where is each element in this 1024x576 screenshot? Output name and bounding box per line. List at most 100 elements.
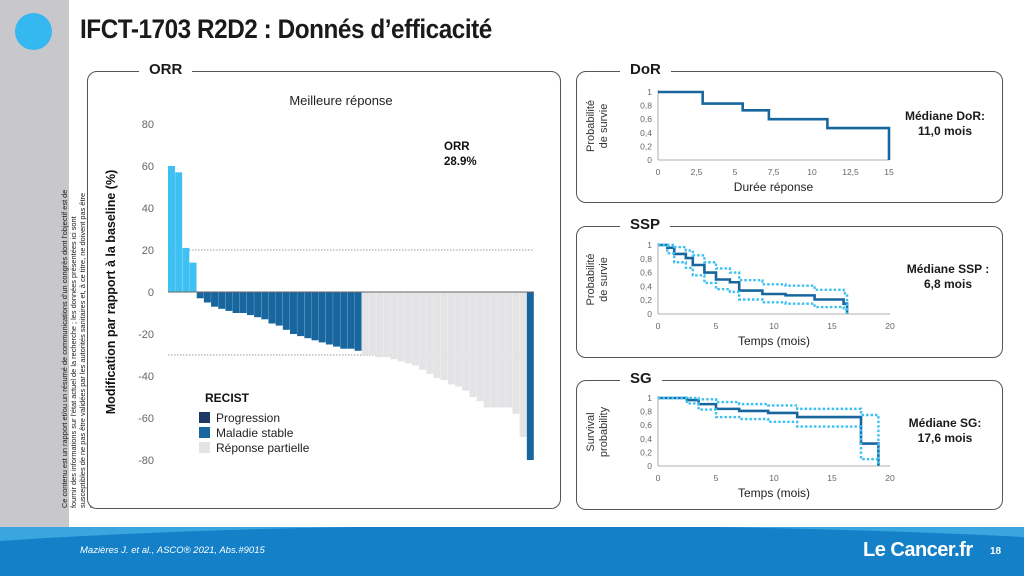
orr-bar: [490, 292, 498, 408]
citation: Mazières J. et al., ASCO® 2021, Abs.#901…: [80, 545, 265, 556]
ssp-x-tick-label: 0: [656, 321, 661, 331]
page-title: IFCT-1703 R2D2 : Donnés d’efficacité: [80, 14, 492, 44]
orr-legend-label: Progression: [216, 411, 280, 425]
site-logo[interactable]: Le Cancer.fr: [863, 539, 973, 561]
sg-y-tick-label: 0,8: [640, 407, 652, 417]
dor-panel: [576, 71, 1003, 203]
dor-y-tick-label: 0,6: [640, 114, 652, 124]
orr-legend-swatch: [199, 442, 210, 453]
dor-y-tick-label: 0: [647, 155, 652, 165]
orr-legend-title: RECIST: [205, 391, 250, 405]
ssp-median-label: Médiane SSP :: [906, 262, 990, 276]
dor-x-tick-label: 7,5: [768, 167, 780, 177]
dor-x-tick-label: 5: [733, 167, 738, 177]
orr-bar: [483, 292, 491, 408]
orr-bar: [282, 292, 290, 330]
ssp-y-tick-label: 0: [647, 309, 652, 319]
orr-bar: [397, 292, 405, 362]
orr-bar: [189, 262, 197, 292]
sg-y-axis-label: probability: [598, 406, 610, 457]
orr-annotation-value: 28.9%: [444, 156, 477, 168]
dor-x-tick-label: 10: [807, 167, 817, 177]
ssp-ci-line: [658, 243, 849, 314]
orr-y-tick-label: 0: [148, 287, 154, 299]
orr-bar: [376, 292, 384, 358]
dor-panel-title: DoR: [620, 61, 671, 78]
orr-bar: [168, 166, 175, 292]
orr-bar: [333, 292, 341, 347]
orr-y-tick-label: 40: [142, 203, 154, 215]
ssp-y-tick-label: 0,6: [640, 268, 652, 278]
orr-bar: [419, 292, 427, 370]
dor-y-tick-label: 1: [647, 87, 652, 97]
orr-bar: [455, 292, 463, 387]
sg-x-tick-label: 5: [714, 473, 719, 483]
sg-x-tick-label: 15: [827, 473, 837, 483]
accent-circle: [15, 13, 52, 50]
dor-x-tick-label: 12,5: [842, 167, 859, 177]
sg-x-axis-label: Temps (mois): [738, 486, 810, 500]
orr-bar: [290, 292, 297, 334]
orr-bar: [512, 292, 520, 414]
orr-legend-label: Maladie stable: [216, 426, 294, 440]
orr-bar: [412, 292, 419, 366]
orr-chart-title: Meilleure réponse: [289, 93, 392, 108]
orr-bar: [239, 292, 247, 313]
orr-bar: [182, 247, 190, 292]
ssp-median-value: 6,8 mois: [923, 277, 973, 291]
ssp-median: Médiane SSP : 6,8 mois: [896, 262, 1000, 292]
page-number: 18: [990, 546, 1002, 557]
orr-bar: [254, 292, 262, 318]
orr-bar: [268, 292, 276, 324]
orr-bar: [347, 292, 355, 349]
sg-panel: [576, 380, 1003, 510]
dor-survival-line: [658, 90, 891, 160]
dor-x-axis-label: Durée réponse: [734, 180, 814, 194]
orr-bar: [275, 292, 283, 326]
orr-bar: [476, 292, 484, 402]
orr-annotation-label: ORR: [444, 141, 470, 153]
orr-bar: [175, 172, 183, 292]
orr-panel-title: ORR: [139, 61, 193, 78]
ssp-y-axis-label: de survie: [598, 257, 610, 302]
sg-median: Médiane SG: 17,6 mois: [896, 416, 994, 446]
orr-y-tick-label: 60: [142, 161, 154, 173]
orr-bar: [304, 292, 312, 339]
ssp-y-tick-label: 0,4: [640, 281, 652, 291]
dor-median: Médiane DoR: 11,0 mois: [896, 109, 994, 139]
sg-x-tick-label: 20: [885, 473, 895, 483]
orr-y-tick-label: 20: [142, 245, 154, 257]
orr-bar: [297, 292, 305, 337]
orr-panel: [87, 71, 561, 509]
orr-bar: [526, 292, 534, 460]
orr-bar: [261, 292, 269, 320]
orr-bar: [218, 292, 226, 309]
orr-bar: [311, 292, 319, 341]
left-sidebar-band: [0, 0, 69, 527]
orr-bar: [383, 292, 391, 358]
sg-y-tick-label: 0: [647, 461, 652, 471]
orr-legend-swatch: [199, 427, 210, 438]
orr-bar: [211, 292, 219, 307]
sg-y-tick-label: 0,4: [640, 434, 652, 444]
dor-y-tick-label: 0,4: [640, 128, 652, 138]
orr-bar: [232, 292, 240, 313]
sg-y-tick-label: 1: [647, 393, 652, 403]
orr-y-axis-label: Modification par rapport à la baseline (…: [104, 170, 118, 414]
orr-y-tick-label: -80: [138, 455, 154, 467]
ssp-x-axis-label: Temps (mois): [738, 334, 810, 348]
orr-y-tick-label: 80: [142, 119, 154, 131]
dor-median-label: Médiane DoR:: [904, 109, 985, 123]
dor-median-value: 11,0 mois: [917, 124, 973, 138]
sg-median-label: Médiane SG:: [908, 416, 982, 430]
sg-x-tick-label: 0: [656, 473, 661, 483]
orr-bar: [361, 292, 369, 355]
sg-panel-title: SG: [620, 370, 662, 387]
orr-legend-swatch: [199, 412, 210, 423]
orr-bar: [447, 292, 455, 385]
orr-waterfall-chart: Meilleure réponse Modification par rappor…: [104, 93, 534, 467]
sg-median-value: 17,6 mois: [917, 431, 973, 445]
sg-ci-line: [658, 396, 880, 466]
